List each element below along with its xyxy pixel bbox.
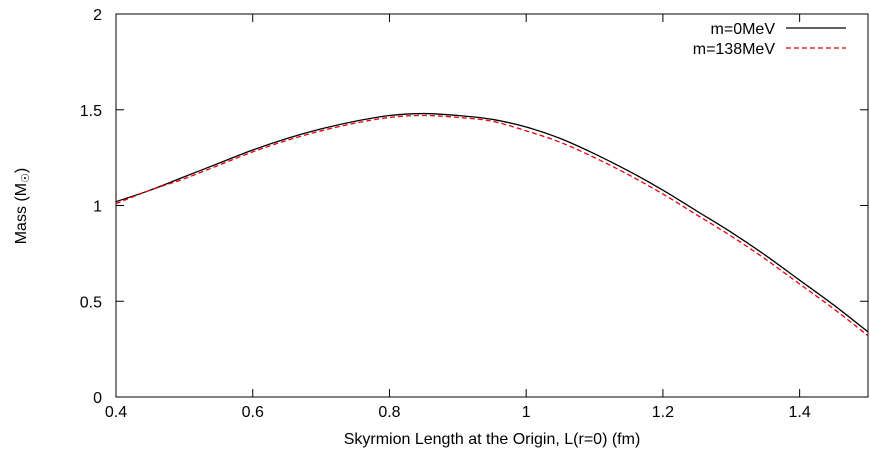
x-tick-label: 0.8 [378, 404, 400, 421]
y-axis-label: Mass (M☉) [13, 168, 32, 245]
y-tick-label: 1 [93, 199, 102, 216]
x-axis-ticks: 0.4 0.6 0.8 1 1.2 1.4 [105, 14, 811, 421]
x-tick-label: 0.6 [242, 404, 264, 421]
x-tick-label: 1.4 [789, 404, 811, 421]
y-axis-label-close: ) [13, 168, 30, 173]
y-tick-label: 2 [93, 7, 102, 24]
svg-text:Mass (M☉): Mass (M☉) [13, 168, 32, 245]
series-group [115, 112, 869, 337]
x-tick-label: 1 [522, 404, 531, 421]
series-line-0 [115, 112, 869, 333]
x-tick-label: 0.4 [105, 404, 127, 421]
x-axis-label: Skyrmion Length at the Origin, L(r=0) (f… [344, 431, 641, 448]
plot-frame [115, 13, 869, 398]
legend-label: m=0MeV [711, 21, 776, 38]
y-axis-label-main: Mass (M [13, 183, 30, 244]
x-tick-label: 1.2 [652, 404, 674, 421]
legend: m=0MeV m=138MeV [693, 21, 846, 58]
y-tick-label: 0.5 [80, 294, 102, 311]
series-line-1 [115, 114, 869, 337]
y-tick-label: 0 [93, 390, 102, 407]
y-axis-ticks: 0 0.5 1 1.5 2 [80, 7, 868, 407]
sun-symbol-icon: ☉ [20, 173, 32, 183]
legend-label: m=138MeV [693, 41, 776, 58]
y-tick-label: 1.5 [80, 103, 102, 120]
